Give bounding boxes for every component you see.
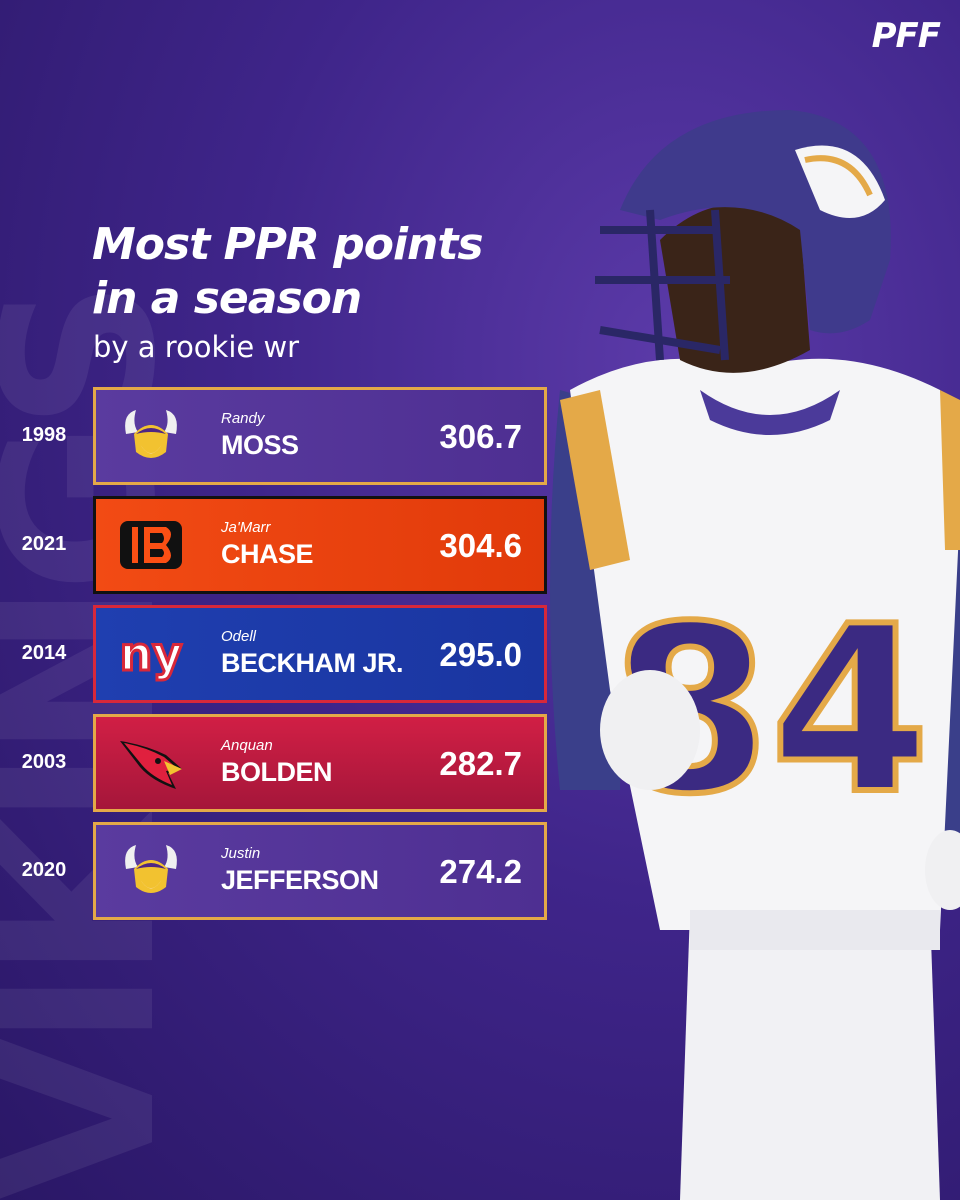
ranking-row: Justin JEFFERSON 274.2 bbox=[93, 822, 547, 920]
player-first-name: Randy bbox=[221, 410, 265, 427]
row-year: 1998 bbox=[21, 424, 67, 446]
cardinals-logo-icon bbox=[120, 741, 182, 789]
player-first-name: Anquan bbox=[221, 737, 273, 754]
bengals-logo-icon bbox=[120, 521, 182, 569]
ranking-row: Anquan BOLDEN 282.7 bbox=[93, 714, 547, 812]
vikings-logo-icon bbox=[125, 410, 177, 458]
player-first-name: Odell bbox=[221, 628, 257, 645]
player-last-name: MOSS bbox=[221, 430, 299, 460]
title-line-1: Most PPR points bbox=[92, 219, 484, 270]
player-first-name: Justin bbox=[221, 845, 261, 862]
row-year: 2021 bbox=[21, 533, 67, 555]
title-line-2: in a season bbox=[92, 273, 362, 324]
ranking-row: ny Odell BECKHAM JR. 295.0 bbox=[93, 605, 547, 703]
player-last-name: BOLDEN bbox=[221, 757, 333, 787]
subtitle: by a rookie wr bbox=[93, 330, 300, 364]
row-year: 2020 bbox=[21, 859, 67, 881]
player-photo: 84 bbox=[550, 110, 960, 1200]
player-last-name: CHASE bbox=[221, 539, 314, 569]
player-last-name: BECKHAM JR. bbox=[221, 648, 404, 678]
row-year: 2014 bbox=[21, 642, 67, 664]
ppr-points: 304.6 bbox=[439, 527, 522, 564]
player-last-name: JEFFERSON bbox=[221, 865, 379, 895]
svg-text:84: 84 bbox=[610, 578, 930, 845]
ppr-points: 295.0 bbox=[439, 636, 522, 673]
ppr-points: 306.7 bbox=[439, 418, 522, 455]
svg-text:ny: ny bbox=[120, 627, 183, 681]
ppr-points: 282.7 bbox=[439, 745, 522, 782]
page-title: Most PPR points in a season bbox=[92, 218, 484, 326]
background-team-word: VIKINGS bbox=[0, 0, 202, 1200]
giants-logo-icon: ny bbox=[118, 626, 184, 683]
pff-logo: PFF bbox=[871, 16, 941, 56]
row-year: 2003 bbox=[21, 751, 67, 773]
player-first-name: Ja'Marr bbox=[221, 519, 271, 536]
ppr-points: 274.2 bbox=[439, 853, 522, 890]
ranking-row: Randy MOSS 306.7 bbox=[93, 387, 547, 485]
ranking-row: Ja'Marr CHASE 304.6 bbox=[93, 496, 547, 594]
vikings-logo-icon bbox=[125, 845, 177, 893]
